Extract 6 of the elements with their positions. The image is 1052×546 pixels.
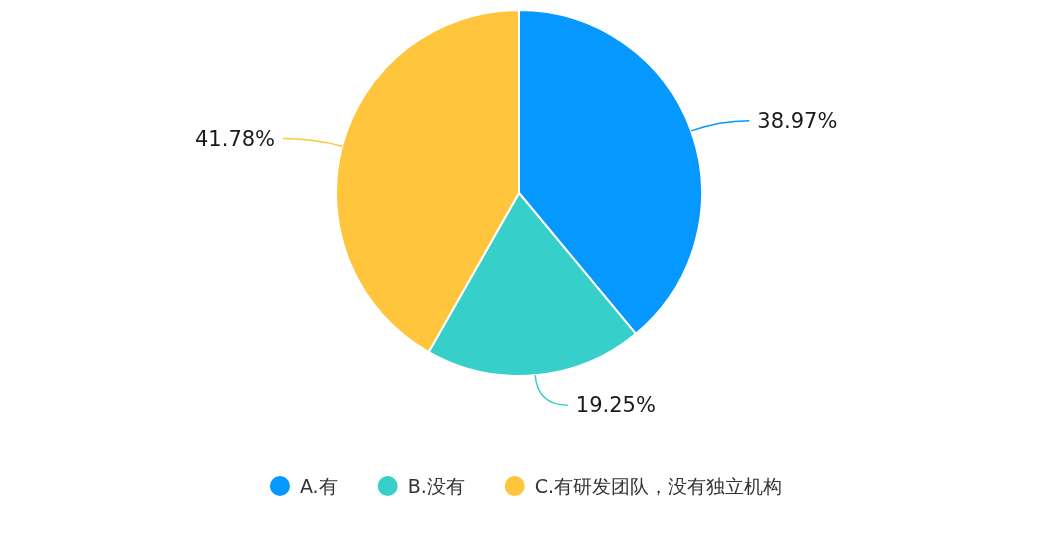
data-label: 19.25% <box>575 393 656 418</box>
data-label: 41.78% <box>194 126 276 151</box>
legend-label: A.有 <box>299 475 338 497</box>
legend-label: C.有研发团队，没有独立机构 <box>534 475 783 497</box>
data-label: 38.97% <box>757 108 838 133</box>
legend-label: B.没有 <box>407 475 465 497</box>
